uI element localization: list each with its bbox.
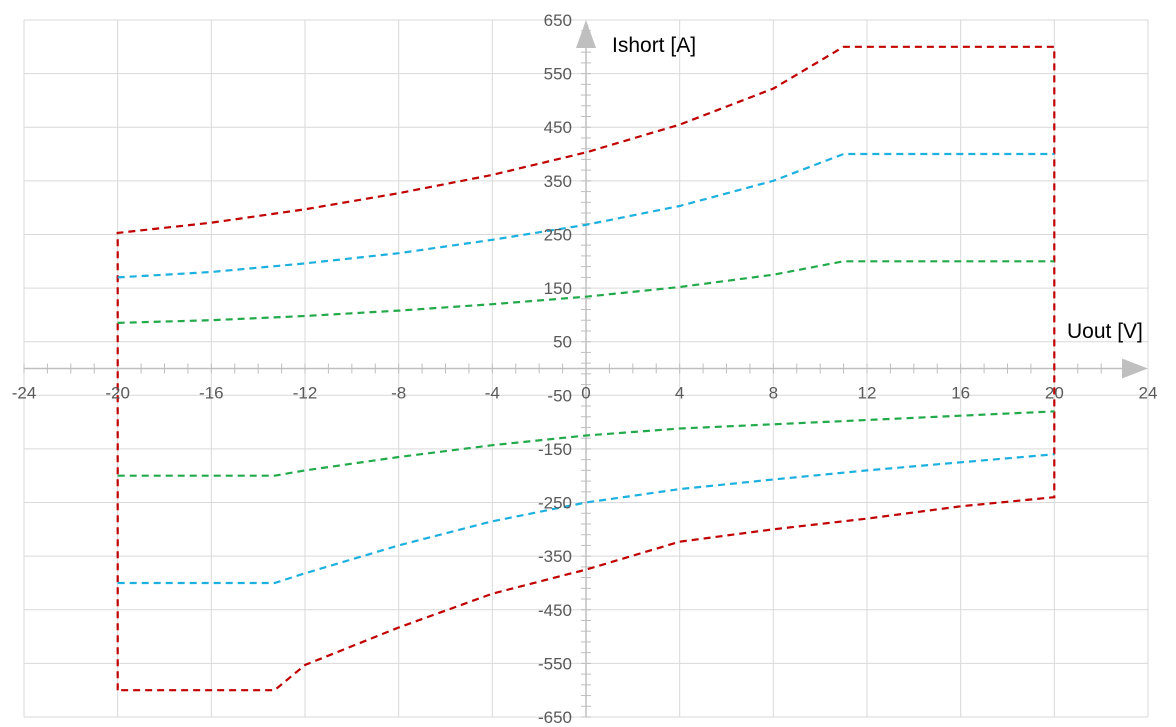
x-tick-label: 8: [769, 384, 778, 403]
y-tick-label: -50: [547, 386, 572, 405]
series-line: [117, 152, 1055, 279]
x-tick-label: 12: [858, 384, 877, 403]
x-tick-label: -12: [293, 384, 318, 403]
x-tick-label: 20: [1045, 384, 1064, 403]
y-axis-title: Ishort [A]: [612, 34, 696, 57]
y-axis-arrow: [576, 20, 596, 48]
x-tick-label: -4: [485, 384, 500, 403]
y-tick-label: 150: [544, 279, 572, 298]
y-tick-label: 50: [553, 333, 572, 352]
series-line: [117, 453, 1055, 585]
y-tick-label: -450: [538, 601, 572, 620]
axes: [23, 20, 1148, 718]
x-tick-label: -24: [12, 384, 37, 403]
x-tick-label: -8: [391, 384, 406, 403]
x-axis-arrow: [1122, 358, 1148, 379]
x-tick-label: 0: [581, 384, 590, 403]
series-group: [116, 45, 1056, 692]
y-tick-label: 250: [544, 225, 572, 244]
x-tick-label: -20: [105, 384, 130, 403]
y-tick-label: 350: [544, 172, 572, 191]
series-line: [116, 45, 1056, 692]
y-tick-label: 450: [544, 118, 572, 137]
y-tick-label: -250: [538, 494, 572, 513]
y-tick-label: -150: [538, 440, 572, 459]
y-tick-label: 650: [544, 11, 572, 30]
y-tick-label: -350: [538, 547, 572, 566]
series-line: [117, 410, 1055, 477]
y-tick-label: -650: [538, 708, 572, 727]
series-line: [117, 260, 1055, 324]
tick-labels: -24 -20 -16 -12 -8 -4 0 4 8 12 16 20 24 650 550 450 350 2…: [12, 11, 1158, 727]
x-tick-label: 24: [1139, 384, 1158, 403]
y-tick-label: 550: [544, 65, 572, 84]
x-axis-title: Uout [V]: [1067, 320, 1143, 343]
y-tick-label: -550: [538, 654, 572, 673]
x-tick-label: 16: [951, 384, 970, 403]
x-tick-label: -16: [199, 384, 224, 403]
x-tick-label: 4: [675, 384, 684, 403]
